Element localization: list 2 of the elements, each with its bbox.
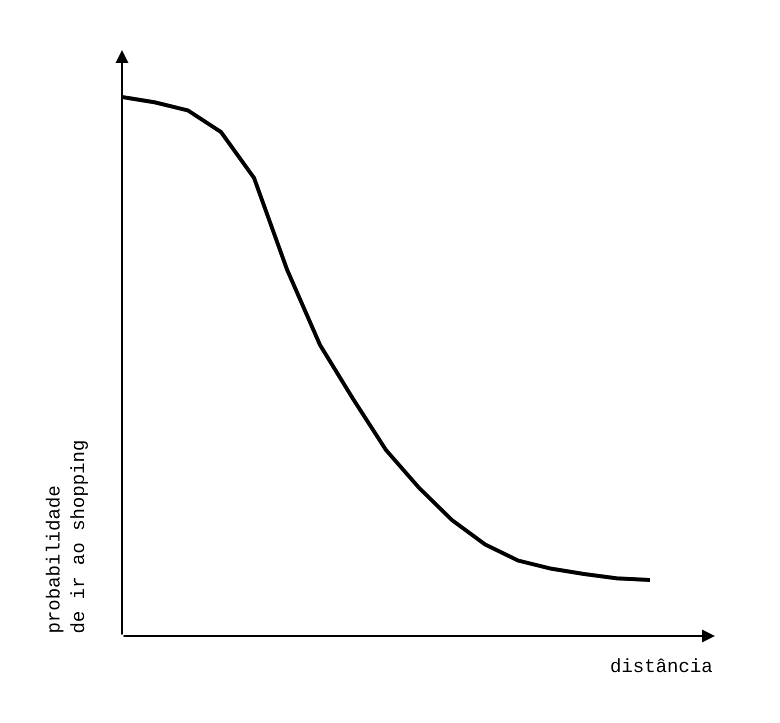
x-axis-title: distância	[610, 656, 713, 678]
y-axis-title: probabilidade de ir ao shopping	[44, 440, 90, 634]
